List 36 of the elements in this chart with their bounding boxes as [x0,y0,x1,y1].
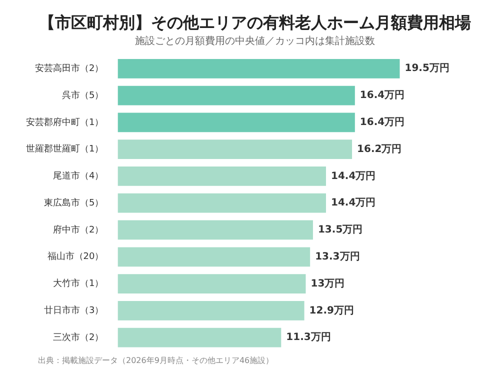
bar [118,58,400,78]
data-label: 16.2万円 [357,144,402,155]
data-label: 13万円 [310,278,345,290]
data-label: 14.4万円 [330,170,376,182]
y-tick-label: 福山市（20） [47,251,104,262]
bar [118,166,326,186]
source-note: 出典：掲載施設データ（2026年9月時点・その他エリア46施設） [38,356,274,366]
y-tick-label: 廿日市市（3） [44,305,104,316]
chart-subtitle: 施設ごとの月額費用の中央値／カッコ内は集計施設数 [135,34,375,47]
y-tick-label: 呉市（5） [62,90,104,101]
y-tick-label: 安芸高田市（2） [34,62,104,74]
data-label: 13.5万円 [318,224,363,236]
data-label: 12.9万円 [309,305,354,316]
y-tick-label: 府中市（2） [52,224,104,236]
data-label: 11.3万円 [286,332,331,344]
y-tick-label: 世羅郡世羅町（1） [26,144,104,155]
y-tick-label: 大竹市（1） [52,278,104,290]
bar [118,274,306,294]
bar [118,193,326,213]
bar [118,247,310,267]
data-label: 14.4万円 [330,198,376,209]
data-label: 13.3万円 [315,251,360,262]
bar [118,220,313,240]
bar [118,300,304,320]
data-label: 16.4万円 [360,90,405,102]
y-tick-label: 尾道市（4） [52,170,104,182]
data-label: 19.5万円 [404,63,450,74]
bar [118,140,352,159]
y-tick-label: 安芸郡府中町（1） [26,116,104,128]
y-tick-label: 東広島市（5） [44,197,104,208]
bar [118,112,355,132]
y-tick-label: 三次市（2） [52,332,104,343]
bar [118,86,355,106]
data-label: 16.4万円 [360,117,405,128]
chart-title: 【市区町村別】その他エリアの有料老人ホーム月額費用相場 [39,12,471,32]
bar [118,328,282,348]
